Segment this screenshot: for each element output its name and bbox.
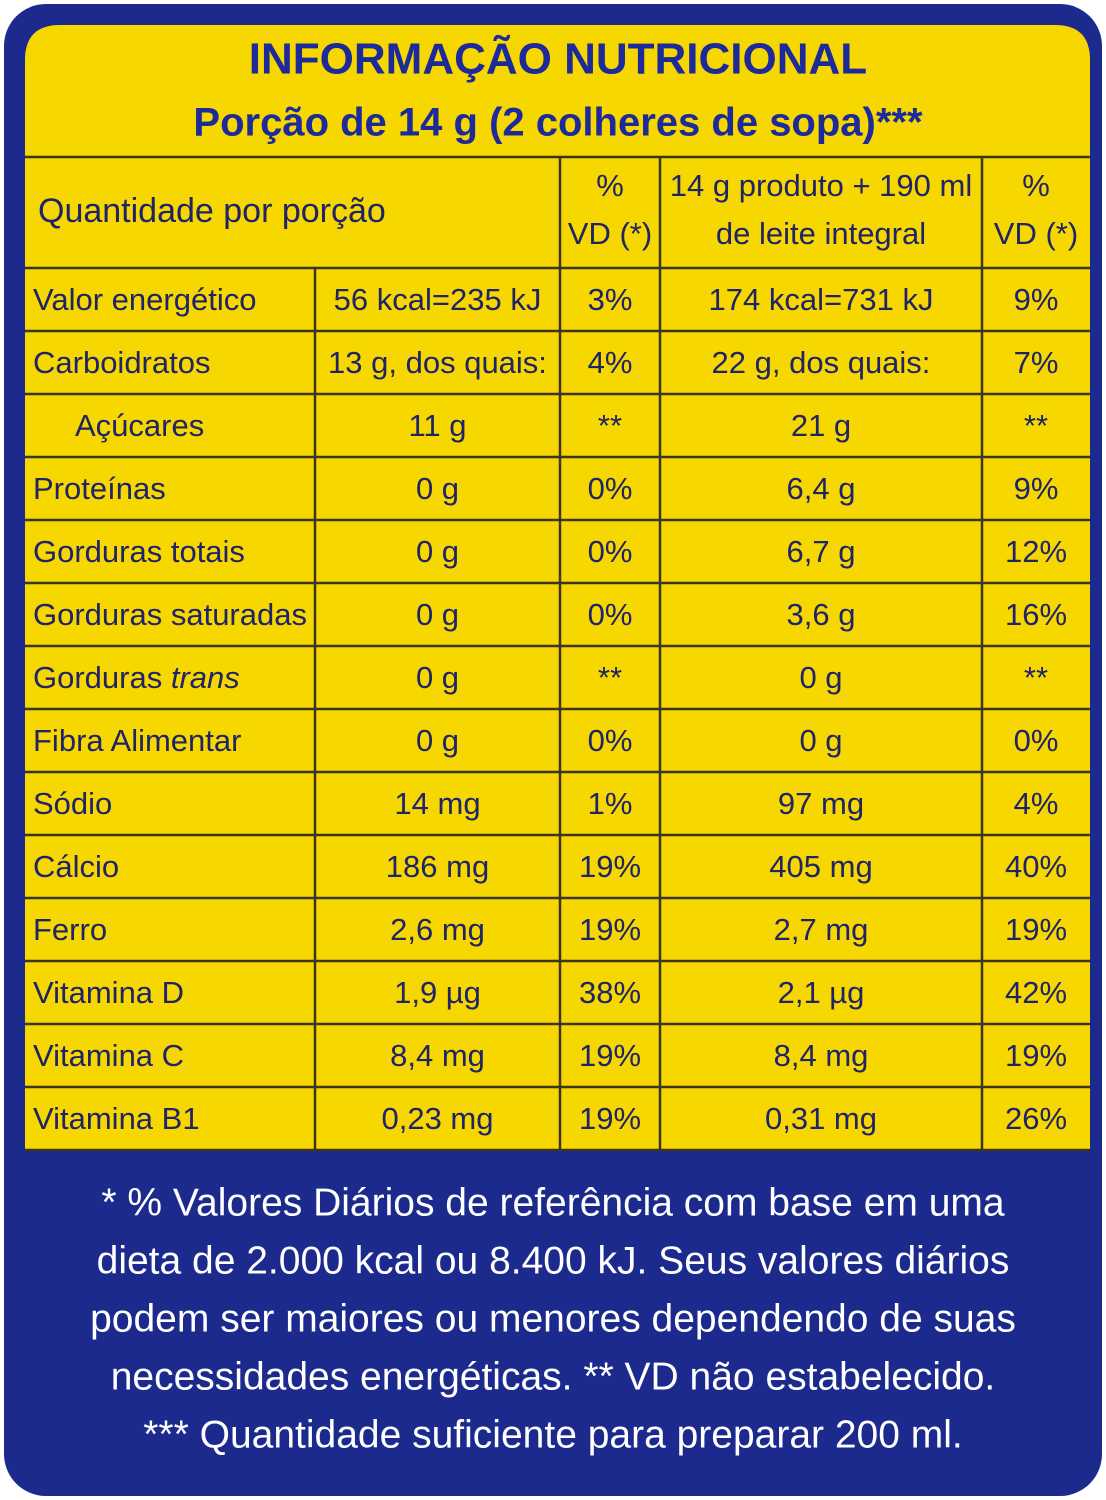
row-label: Vitamina C <box>33 1038 184 1073</box>
cell-value: 2,1 µg <box>778 975 865 1010</box>
row-label: Vitamina D <box>33 975 184 1010</box>
row-label: Fibra Alimentar <box>33 723 241 758</box>
cell-value: 0% <box>1014 723 1059 758</box>
cell-value: 0 g <box>416 660 459 695</box>
cell-value: 0 g <box>799 660 842 695</box>
cell-value: 186 mg <box>386 849 489 884</box>
cell-value: 0,23 mg <box>381 1101 493 1136</box>
title: INFORMAÇÃO NUTRICIONAL <box>249 34 867 84</box>
cell-value: ** <box>1024 408 1048 443</box>
cell-value: 16% <box>1005 597 1067 632</box>
cell-value: 0% <box>588 471 633 506</box>
cell-value: 4% <box>1014 786 1059 821</box>
cell-value: 0 g <box>799 723 842 758</box>
cell-value: 21 g <box>791 408 851 443</box>
cell-value: 0 g <box>416 597 459 632</box>
column-header: de leite integral <box>716 216 926 251</box>
cell-value: 22 g, dos quais: <box>712 345 931 380</box>
row-label: Gorduras totais <box>33 534 245 569</box>
cell-value: 0,31 mg <box>765 1101 877 1136</box>
cell-value: 3,6 g <box>787 597 856 632</box>
row-label: Carboidratos <box>33 345 210 380</box>
cell-value: 8,4 mg <box>390 1038 485 1073</box>
cell-value: 8,4 mg <box>774 1038 869 1073</box>
table: Quantidade por porção% VD (*) 14 g produto… <box>25 155 1090 1152</box>
row-label: Açúcares <box>75 408 204 443</box>
cell-value: 7% <box>1014 345 1059 380</box>
cell-value: 19% <box>1005 912 1067 947</box>
cell-value: 0% <box>588 723 633 758</box>
footnote-line: * % Valores Diários de referência com ba… <box>101 1181 1004 1224</box>
cell-value: 14 mg <box>394 786 480 821</box>
cell-value: 19% <box>579 1101 641 1136</box>
cell-value: 12% <box>1005 534 1067 569</box>
cell-value: 38% <box>579 975 641 1010</box>
cell-value: 40% <box>1005 849 1067 884</box>
cell-value: 405 mg <box>769 849 872 884</box>
cell-value: 19% <box>579 849 641 884</box>
cell-value: 6,4 g <box>787 471 856 506</box>
row-label-part: Gorduras <box>33 660 162 695</box>
cell-value: 0 g <box>416 723 459 758</box>
cell-value: 3% <box>588 282 633 317</box>
cell-value: ** <box>598 408 622 443</box>
cell-value: 2,7 mg <box>774 912 869 947</box>
cell-value: 1% <box>588 786 633 821</box>
row-label: Gorduras trans <box>33 660 240 695</box>
cell-value: 174 kcal=731 kJ <box>709 282 934 317</box>
panel <box>25 25 1090 1150</box>
cell-value: 9% <box>1014 282 1059 317</box>
cell-value: ** <box>598 660 622 695</box>
row-label: Vitamina B1 <box>33 1101 200 1136</box>
row-label: Ferro <box>33 912 107 947</box>
row-label: Sódio <box>33 786 112 821</box>
footnote-line: necessidades energéticas. ** VD não esta… <box>111 1355 996 1398</box>
cell-value: 0 g <box>416 471 459 506</box>
cell-value: ** <box>1024 660 1048 695</box>
row-label: Cálcio <box>33 849 119 884</box>
cell-value: 97 mg <box>778 786 864 821</box>
footnote-line: dieta de 2.000 kcal ou 8.400 kJ. Seus va… <box>97 1239 1010 1282</box>
cell-value: 26% <box>1005 1101 1067 1136</box>
row-label: Proteínas <box>33 471 166 506</box>
cell-value: 13 g, dos quais: <box>328 345 547 380</box>
cell-value: 19% <box>579 912 641 947</box>
cell-value: 6,7 g <box>787 534 856 569</box>
column-header: VD (*) <box>994 216 1078 251</box>
cell-value: 11 g <box>408 408 466 443</box>
cell-value: 0% <box>588 597 633 632</box>
cell-value: 0% <box>588 534 633 569</box>
column-header: VD (*) <box>568 216 652 251</box>
cell-value: 9% <box>1014 471 1059 506</box>
footer: * % Valores Diários de referência com ba… <box>90 1181 1016 1456</box>
row-label: Gorduras saturadas <box>33 597 307 632</box>
column-header: 14 g produto + 190 ml <box>670 168 972 203</box>
column-header: Quantidade por porção <box>38 192 386 230</box>
footnote-line: podem ser maiores ou menores dependendo … <box>90 1297 1016 1340</box>
cell-value: 56 kcal=235 kJ <box>334 282 542 317</box>
cell-value: 0 g <box>416 534 459 569</box>
footnote-line: *** Quantidade suficiente para preparar … <box>143 1413 963 1456</box>
cell-value: 19% <box>579 1038 641 1073</box>
cell-value: 4% <box>588 345 633 380</box>
cell-value: 19% <box>1005 1038 1067 1073</box>
cell-value: 1,9 µg <box>394 975 481 1010</box>
cell-value: 42% <box>1005 975 1067 1010</box>
cell-value: 2,6 mg <box>390 912 485 947</box>
column-header: % <box>1022 168 1050 203</box>
row-label: Valor energético <box>33 282 256 317</box>
column-header: % <box>596 168 624 203</box>
subtitle: Porção de 14 g (2 colheres de sopa)*** <box>193 101 923 145</box>
row-label-part: trans <box>171 660 240 695</box>
